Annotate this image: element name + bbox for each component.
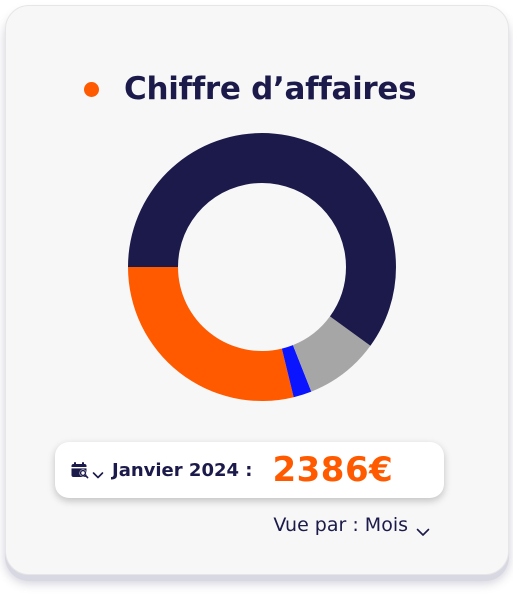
period-summary: Janvier 2024 : 2386€ xyxy=(55,442,444,498)
revenue-donut-chart xyxy=(126,131,398,403)
view-by-dropdown[interactable]: Vue par : Mois xyxy=(273,514,430,536)
donut-slice-2 xyxy=(281,345,312,398)
period-selector-button[interactable] xyxy=(71,461,104,479)
donut-slice-4 xyxy=(329,267,396,346)
card-header: Chiffre d’affaires xyxy=(84,66,417,112)
revenue-amount: 2386€ xyxy=(272,450,394,490)
donut-slice-1 xyxy=(128,267,294,401)
calendar-search-icon xyxy=(71,461,89,479)
card-title: Chiffre d’affaires xyxy=(124,71,417,107)
view-by-label: Vue par : Mois xyxy=(273,514,408,536)
donut-svg xyxy=(128,133,396,401)
bullet-dot-icon xyxy=(84,81,99,97)
period-label: Janvier 2024 : xyxy=(112,459,253,481)
chevron-down-icon xyxy=(416,520,430,536)
chevron-down-icon xyxy=(92,465,104,479)
donut-slice-3 xyxy=(292,316,371,392)
revenue-card: Chiffre d’affaires xyxy=(5,5,509,575)
donut-slice-0 xyxy=(128,133,396,267)
